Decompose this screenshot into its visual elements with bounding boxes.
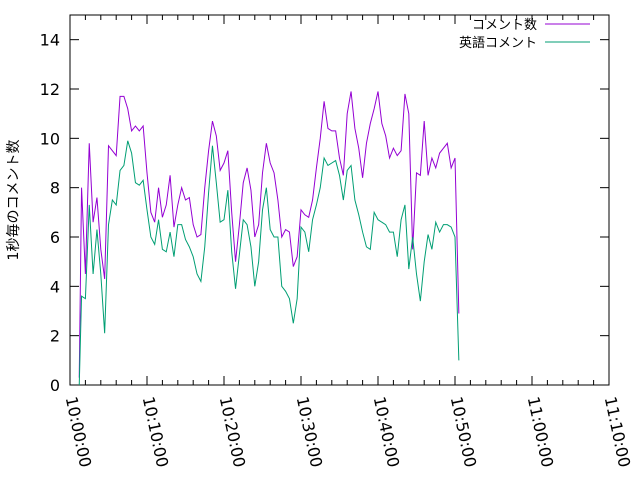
x-tick-label: 10:20:00 bbox=[216, 395, 250, 469]
x-tick-label: 10:30:00 bbox=[293, 395, 327, 469]
x-tick-label: 10:40:00 bbox=[370, 395, 404, 469]
x-axis: 10:00:00 10:10:00 10:20:00 10:30:00 10:40:00… bbox=[62, 15, 635, 469]
y-tick-label: 14 bbox=[40, 31, 60, 50]
y-tick-label: 6 bbox=[50, 228, 60, 247]
series-line-2 bbox=[78, 140, 460, 386]
y-axis: 0 2 4 6 8 10 12 14 bbox=[40, 31, 609, 395]
legend-label-1: コメント数 bbox=[472, 18, 537, 33]
y-tick-label: 12 bbox=[40, 80, 60, 99]
y-tick-label: 0 bbox=[50, 376, 60, 395]
y-tick-label: 4 bbox=[50, 277, 60, 296]
series-layer bbox=[78, 91, 460, 386]
y-tick-label: 10 bbox=[40, 129, 60, 148]
x-tick-label: 11:00:00 bbox=[524, 395, 558, 469]
plot-area bbox=[69, 14, 610, 386]
plot-frame bbox=[69, 14, 610, 386]
x-tick-label: 10:00:00 bbox=[62, 395, 96, 469]
y-tick-label: 2 bbox=[50, 327, 60, 346]
series-line-1 bbox=[78, 91, 460, 378]
legend-label-2: 英語コメント bbox=[459, 35, 537, 51]
y-tick-label: 8 bbox=[50, 179, 60, 198]
y-axis-title: 1秒毎のコメント数 bbox=[6, 140, 22, 261]
x-tick-label: 10:10:00 bbox=[139, 395, 173, 469]
x-tick-label: 10:50:00 bbox=[447, 395, 481, 469]
x-tick-label: 11:10:00 bbox=[601, 395, 635, 469]
